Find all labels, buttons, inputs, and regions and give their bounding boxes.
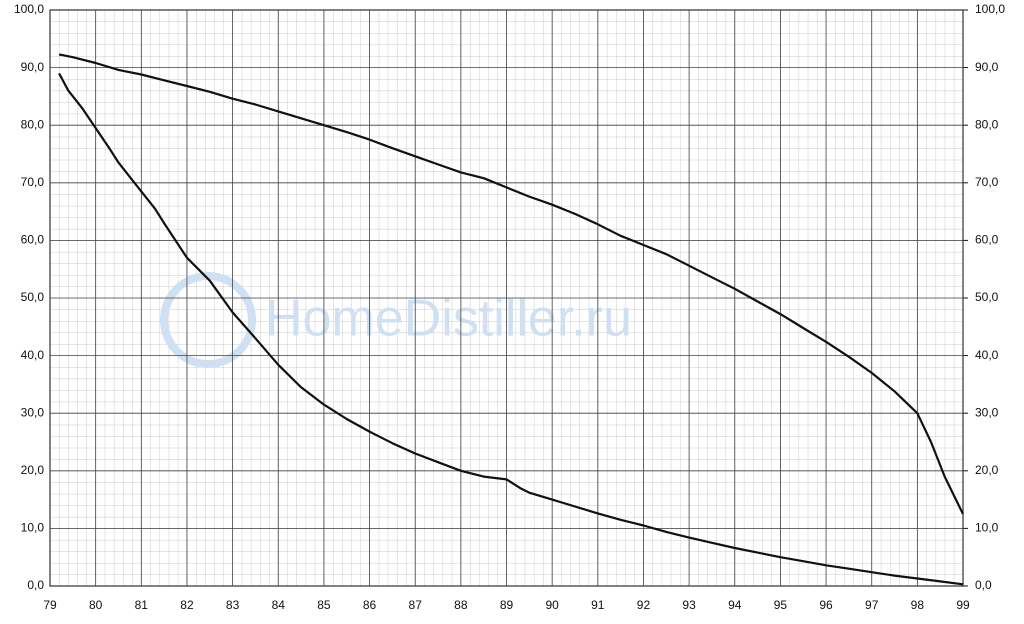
x-tick-label: 90 [545,598,559,612]
x-tick-label: 89 [500,598,514,612]
x-tick-label: 86 [363,598,377,612]
y-tick-label: 90,0 [21,60,45,74]
y-tick-label: 70,0 [21,175,45,189]
y2-tick-label: 0,0 [975,578,992,592]
x-tick-label: 88 [454,598,468,612]
x-tick-label: 82 [180,598,194,612]
y-tick-label: 60,0 [21,233,45,247]
x-tick-label: 79 [43,598,57,612]
y2-tick-label: 90,0 [975,60,999,74]
y-tick-label: 30,0 [21,405,45,419]
y2-tick-label: 80,0 [975,117,999,131]
x-tick-label: 98 [911,598,925,612]
x-tick-label: 91 [591,598,605,612]
x-tick-label: 99 [956,598,970,612]
y2-tick-label: 20,0 [975,463,999,477]
x-tick-label: 97 [865,598,879,612]
series-line [58,72,964,586]
x-tick-label: 80 [89,598,103,612]
y2-tick-label: 50,0 [975,290,999,304]
x-tick-label: 93 [682,598,696,612]
y-tick-label: 100,0 [14,2,44,16]
y2-tick-label: 60,0 [975,233,999,247]
x-tick-label: 92 [637,598,651,612]
y-tick-label: 40,0 [21,348,45,362]
x-tick-label: 87 [409,598,423,612]
y-tick-label: 0,0 [27,578,44,592]
x-tick-label: 81 [135,598,149,612]
y2-tick-label: 40,0 [975,348,999,362]
y2-tick-label: 30,0 [975,405,999,419]
watermark-logo [160,272,256,368]
y-tick-label: 50,0 [21,290,45,304]
x-tick-label: 83 [226,598,240,612]
y2-tick-label: 70,0 [975,175,999,189]
x-tick-label: 84 [272,598,286,612]
y2-tick-label: 100,0 [975,2,1005,16]
y-tick-label: 10,0 [21,521,45,535]
x-tick-label: 96 [819,598,833,612]
y-tick-label: 80,0 [21,117,45,131]
y-tick-label: 20,0 [21,463,45,477]
series-line [58,53,964,515]
x-tick-label: 95 [774,598,788,612]
watermark: HomeDistiller.ru [265,290,632,348]
x-tick-label: 85 [317,598,331,612]
y2-tick-label: 10,0 [975,521,999,535]
x-tick-label: 94 [728,598,742,612]
